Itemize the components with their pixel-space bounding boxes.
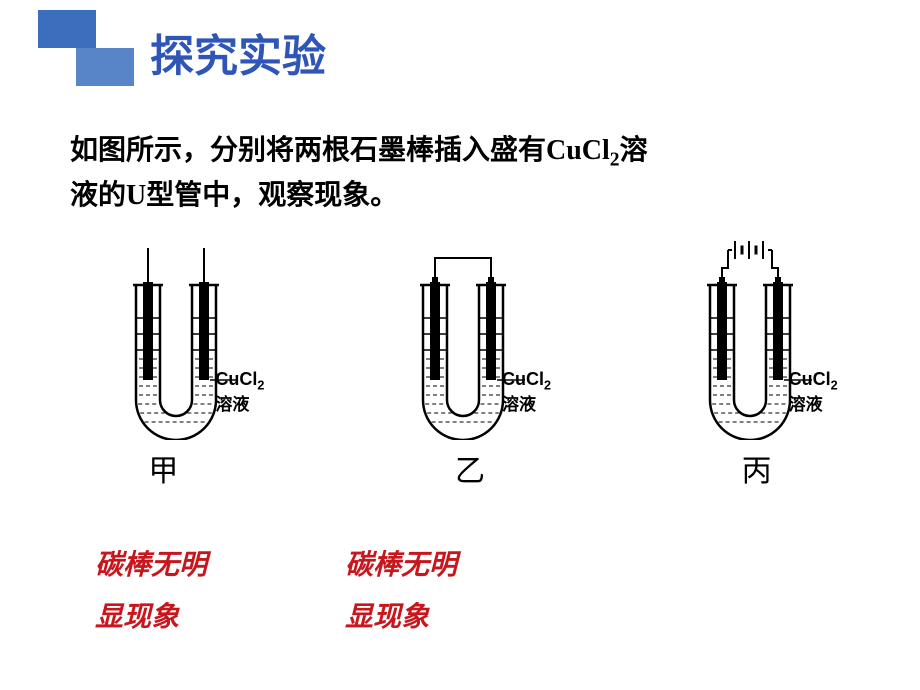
intro-line1-post: 溶 (620, 135, 648, 166)
setup-乙: CuCl2溶液乙 (340, 230, 600, 490)
slide-title: 探究实验 (150, 20, 326, 84)
accent-square-bottom (76, 48, 134, 86)
intro-line2: 液的U型管中，观察现象。 (70, 180, 398, 211)
intro-line1-pre: 如图所示，分别将两根石墨棒插入盛有CuCl (70, 135, 610, 166)
diagram-row: CuCl2溶液甲CuCl2溶液乙CuCl2溶液丙 (40, 230, 900, 490)
observation-text: 碳棒无明显现象 (95, 540, 345, 644)
observations-row: 碳棒无明显现象碳棒无明显现象 (95, 540, 895, 644)
intro-text: 如图所示，分别将两根石墨棒插入盛有CuCl2溶 液的U型管中，观察现象。 (70, 130, 870, 217)
solution-label: CuCl2溶液 (789, 368, 838, 416)
observation-text: 碳棒无明显现象 (345, 540, 595, 644)
setup-丙: CuCl2溶液丙 (627, 230, 887, 490)
setup-name: 甲 (148, 446, 178, 490)
slide-header: 探究实验 (0, 0, 920, 100)
setup-甲: CuCl2溶液甲 (53, 230, 313, 490)
intro-line1-sub: 2 (610, 150, 620, 171)
setup-name: 丙 (742, 446, 772, 490)
solution-label: CuCl2溶液 (502, 368, 551, 416)
solution-label: CuCl2溶液 (215, 368, 264, 416)
setup-name: 乙 (455, 446, 485, 490)
accent-square-top (38, 10, 96, 48)
